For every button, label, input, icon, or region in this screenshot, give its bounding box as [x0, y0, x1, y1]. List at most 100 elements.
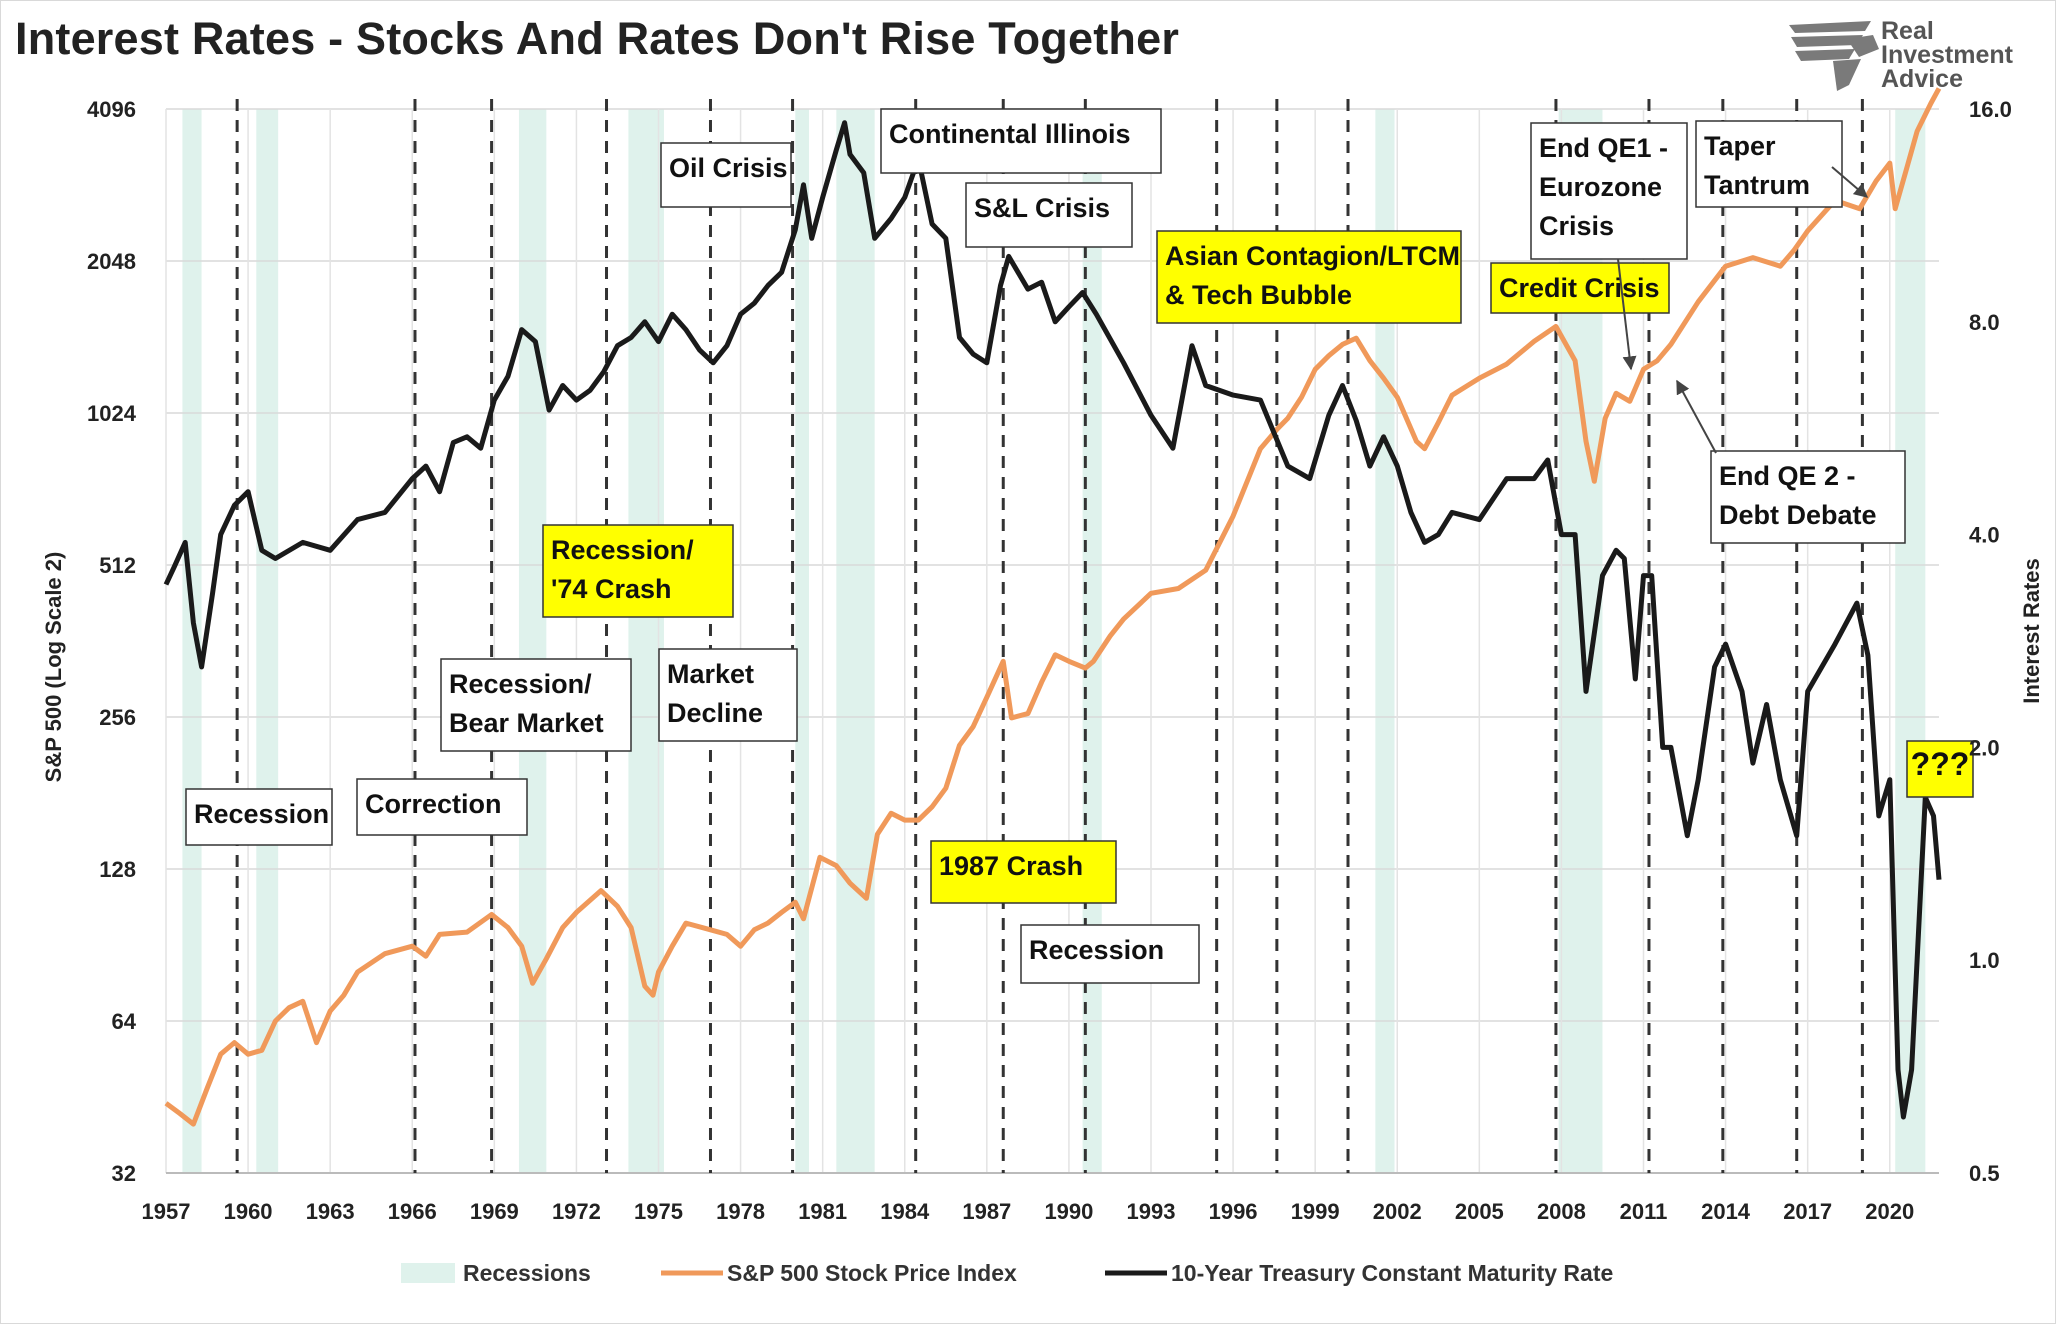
x-tick-label: 1990 [1044, 1199, 1093, 1224]
gridlines [165, 108, 1939, 1174]
x-tick-label: 1981 [798, 1199, 847, 1224]
annotation-background [440, 658, 632, 752]
annotation-background [542, 524, 734, 618]
annotation-label: Oil Crisis [669, 153, 788, 183]
annotation-arrow [1831, 166, 1869, 198]
annotation-background [1156, 230, 1462, 324]
x-tick-label: 1972 [552, 1199, 601, 1224]
recession-band [182, 109, 202, 1173]
annotation-label: ??? [1911, 746, 1970, 782]
left-tick-label: 4096 [87, 97, 136, 122]
x-tick-label: 1978 [716, 1199, 765, 1224]
annotation-background [1530, 122, 1688, 260]
annotation-label: Correction [365, 789, 502, 819]
x-tick-label: 1996 [1209, 1199, 1258, 1224]
annotation-box: End QE1 - Eurozone Crisis [1530, 122, 1688, 260]
left-tick-label: 1024 [87, 401, 137, 426]
annotation-box: Correction [356, 778, 528, 836]
right-tick-label: 0.5 [1969, 1161, 2000, 1186]
annotation-background [1906, 740, 1974, 798]
annotation-background [1710, 450, 1906, 544]
annotation-label: Taper [1704, 131, 1776, 161]
annotation-label: Crisis [1539, 211, 1614, 241]
annotation-label: Credit Crisis [1499, 273, 1660, 303]
ria-logo-icon [1789, 21, 1879, 91]
annotation-label: Continental Illinois [889, 119, 1131, 149]
x-tick-label: 2011 [1620, 1199, 1668, 1224]
annotation-label: Recession/ [449, 669, 592, 699]
annotation-box: Taper Tantrum [1695, 120, 1843, 208]
annotation-background [930, 840, 1117, 904]
annotation-label: Bear Market [449, 708, 604, 738]
right-tick-label: 8.0 [1969, 310, 2000, 335]
annotation-box: Recession [185, 788, 333, 846]
x-tick-label: 2002 [1373, 1199, 1422, 1224]
left-tick-label: 32 [112, 1161, 136, 1186]
left-tick-label: 2048 [87, 249, 136, 274]
right-tick-label: 16.0 [1969, 97, 2012, 122]
legend-label: 10-Year Treasury Constant Maturity Rate [1171, 1260, 1613, 1286]
annotation-label: Debt Debate [1719, 500, 1877, 530]
annotation-box: ??? [1906, 740, 1974, 798]
logo-text: Real Investment Advice [1881, 17, 2013, 93]
x-tick-label: 1960 [224, 1199, 273, 1224]
x-tick-label: 1963 [306, 1199, 355, 1224]
series [163, 87, 1942, 1127]
annotation-box: Asian Contagion/LTCM & Tech Bubble [1156, 230, 1462, 324]
x-tick-label: 2008 [1537, 1199, 1586, 1224]
annotation-background [185, 788, 333, 846]
left-axis-title: S&P 500 (Log Scale 2) [41, 552, 66, 783]
annotations: Recession Correction Recession/Bear Market… [185, 108, 1974, 984]
annotation-label: '74 Crash [551, 574, 672, 604]
x-tick-label: 1993 [1127, 1199, 1176, 1224]
recession-band [836, 109, 875, 1173]
logo-line-3: Advice [1881, 65, 1963, 93]
sp500-line [164, 87, 1942, 1127]
annotation-label: Decline [667, 698, 763, 728]
x-tick-label: 1966 [388, 1199, 437, 1224]
right-tick-label: 1.0 [1969, 948, 2000, 973]
recession-band [518, 109, 547, 1173]
annotation-box: Recession/Bear Market [440, 658, 632, 752]
annotation-label: Recession [194, 799, 329, 829]
right-axis-title: Interest Rates [2019, 558, 2044, 704]
annotation-arrow [1676, 379, 1717, 454]
annotation-box: Market Decline [658, 648, 798, 742]
annotation-box: Recession [1020, 924, 1200, 984]
annotation-box: Recession/ '74 Crash [542, 524, 734, 618]
annotation-label: Eurozone [1539, 172, 1662, 202]
annotation-background [356, 778, 528, 836]
annotation-box: Oil Crisis [660, 142, 792, 208]
annotation-box: End QE 2 - Debt Debate [1710, 450, 1906, 544]
annotation-background [965, 182, 1133, 248]
annotation-box: Continental Illinois [880, 108, 1162, 174]
recession-band [1082, 109, 1102, 1173]
annotation-label: Tantrum [1704, 170, 1810, 200]
x-tick-label: 1975 [634, 1199, 683, 1224]
tick-labels: 4096 2048 1024 512 256 128 64 32 16.0 8.0 4.0 2.0 1.… [87, 97, 2012, 1224]
logo-line-1: Real [1881, 17, 1934, 45]
annotation-label: 1987 Crash [939, 851, 1083, 881]
annotation-label: Asian Contagion/LTCM [1165, 241, 1460, 271]
annotation-label: S&L Crisis [974, 193, 1110, 223]
annotation-label: & Tech Bubble [1165, 280, 1352, 310]
x-tick-label: 1999 [1291, 1199, 1340, 1224]
legend-label: Recessions [463, 1260, 591, 1286]
annotation-arrow [1617, 258, 1637, 371]
legend: Recessions S&P 500 Stock Price Index 10-Ye… [401, 1260, 1613, 1286]
x-tick-label: 2020 [1865, 1199, 1914, 1224]
annotation-label: End QE1 - [1539, 133, 1668, 163]
x-tick-label: 1984 [880, 1199, 930, 1224]
annotation-background [1020, 924, 1200, 984]
annotation-background [660, 142, 792, 208]
right-tick-label: 2.0 [1969, 735, 2000, 760]
left-tick-label: 64 [112, 1009, 137, 1034]
annotation-label: Recession [1029, 935, 1164, 965]
annotation-background [1490, 262, 1670, 314]
logo-line-2: Investment [1881, 41, 2013, 69]
left-tick-label: 512 [99, 553, 136, 578]
annotation-box: S&L Crisis [965, 182, 1133, 248]
x-tick-label: 1957 [142, 1199, 191, 1224]
